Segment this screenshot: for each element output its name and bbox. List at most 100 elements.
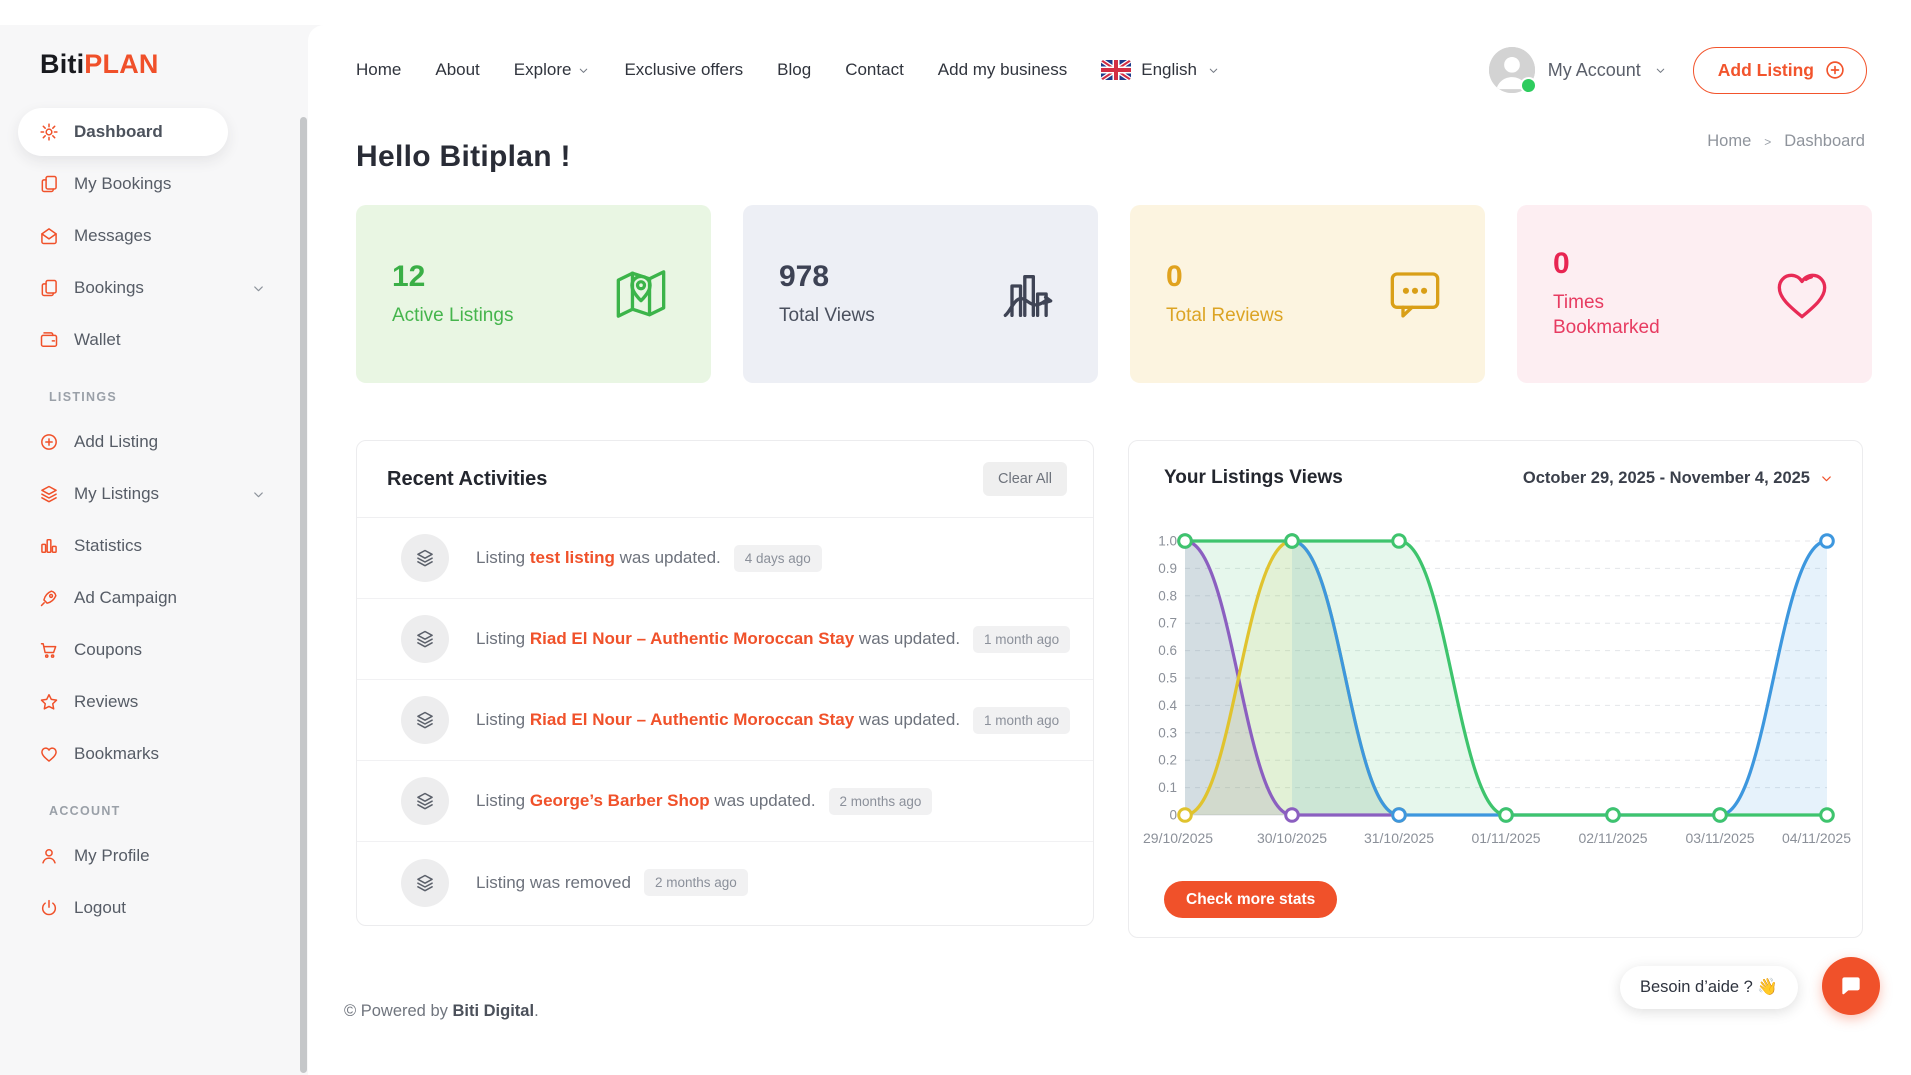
- stats-row: 12 Active Listings 978 Total Views 0 Total Re…: [356, 205, 1872, 383]
- svg-text:31/10/2025: 31/10/2025: [1364, 830, 1434, 846]
- account-label: My Account: [1547, 59, 1641, 80]
- nav-item-about[interactable]: About: [435, 60, 479, 80]
- stat-value: 0: [1166, 259, 1183, 293]
- stat-value: 978: [779, 259, 830, 293]
- activity-row: Listing was removed 2 months ago: [357, 842, 1093, 923]
- nav-item-explore[interactable]: Explore: [514, 60, 591, 80]
- cart-icon: [39, 640, 59, 660]
- date-range-selector[interactable]: October 29, 2025 - November 4, 2025: [1523, 469, 1834, 488]
- sidebar-item-bookings[interactable]: Bookings: [18, 264, 263, 312]
- map-pin-icon: [609, 262, 673, 326]
- heart-icon: [39, 744, 59, 764]
- layers-icon: [39, 484, 59, 504]
- activity-time-badge: 1 month ago: [973, 625, 1071, 653]
- stat-label: Active Listings: [392, 304, 514, 326]
- nav-items: Home About Explore Exclusive offers Blog Cont…: [356, 60, 1101, 80]
- chevron-down-icon: [1654, 64, 1667, 77]
- activity-listing-link[interactable]: Riad El Nour – Authentic Moroccan Stay: [529, 710, 855, 729]
- heart-big-icon: [1770, 262, 1834, 326]
- breadcrumb-home[interactable]: Home: [1707, 132, 1752, 150]
- sidebar: BitiPLAN Dashboard My Bookings Messages Boo…: [0, 25, 330, 1075]
- vertical-scrollbar[interactable]: [300, 117, 307, 1073]
- activity-row: Listing Riad El Nour – Authentic Morocca…: [357, 680, 1093, 761]
- activity-row: Listing test listing was updated. 4 days …: [357, 518, 1093, 599]
- nav-item-exclusive-offers[interactable]: Exclusive offers: [624, 60, 743, 80]
- svg-text:02/11/2025: 02/11/2025: [1578, 830, 1647, 846]
- sidebar-item-statistics[interactable]: Statistics: [18, 522, 228, 570]
- sidebar-item-add-listing[interactable]: Add Listing: [18, 418, 228, 466]
- add-listing-button[interactable]: Add Listing: [1692, 46, 1867, 94]
- nav-item-blog[interactable]: Blog: [777, 60, 811, 80]
- sidebar-item-label: Dashboard: [74, 122, 163, 141]
- language-selector[interactable]: English: [1101, 60, 1220, 80]
- sidebar-item-label: Reviews: [74, 692, 139, 711]
- sidebar-item-my-bookings[interactable]: My Bookings: [18, 160, 228, 208]
- activity-listing-link[interactable]: George’s Barber Shop: [529, 791, 710, 810]
- brand-primary: Biti: [40, 49, 85, 79]
- activity-type-badge: [401, 615, 449, 663]
- footer-brand[interactable]: Biti Digital: [452, 1002, 535, 1020]
- svg-text:0.6: 0.6: [1158, 643, 1177, 658]
- sidebar-item-wallet[interactable]: Wallet: [18, 316, 228, 364]
- clear-all-button[interactable]: Clear All: [983, 462, 1067, 496]
- stat-text: 0 Times Bookmarked: [1553, 247, 1703, 340]
- chevron-down-icon: [1819, 471, 1834, 486]
- star-icon: [39, 692, 59, 712]
- activity-text-suffix: was updated.: [614, 548, 721, 567]
- stat-label: Total Views: [779, 304, 875, 326]
- nav-item-label: Home: [356, 60, 402, 79]
- check-more-stats-button[interactable]: Check more stats: [1164, 881, 1338, 918]
- sidebar-item-label: Ad Campaign: [74, 588, 178, 607]
- brand-logo[interactable]: BitiPLAN: [40, 49, 330, 80]
- svg-text:0.1: 0.1: [1158, 780, 1177, 795]
- sidebar-item-my-listings[interactable]: My Listings: [18, 470, 263, 518]
- rocket-icon: [39, 588, 59, 608]
- top-navigation: Home About Explore Exclusive offers Blog Cont…: [308, 25, 1911, 115]
- sidebar-item-dashboard[interactable]: Dashboard: [18, 108, 228, 156]
- stat-label: Times Bookmarked: [1553, 292, 1660, 338]
- account-menu[interactable]: My Account: [1488, 47, 1667, 94]
- activity-type-badge: [401, 696, 449, 744]
- activity-text-suffix: was updated.: [854, 629, 961, 648]
- activity-text-prefix: Listing: [476, 548, 530, 567]
- svg-text:04/11/2025: 04/11/2025: [1782, 830, 1851, 846]
- sidebar-item-label: My Listings: [74, 484, 160, 503]
- breadcrumb-current: Dashboard: [1784, 132, 1865, 150]
- sidebar-item-reviews[interactable]: Reviews: [18, 678, 228, 726]
- sidebar-item-label: Coupons: [74, 640, 143, 659]
- avatar[interactable]: [1488, 47, 1537, 94]
- nav-item-label: Explore: [513, 60, 572, 79]
- nav-item-contact[interactable]: Contact: [845, 60, 904, 80]
- nav-item-home[interactable]: Home: [356, 60, 401, 80]
- sidebar-item-ad-campaign[interactable]: Ad Campaign: [18, 574, 228, 622]
- user-icon: [39, 846, 59, 866]
- listings-views-card: Your Listings Views October 29, 2025 - N…: [1128, 440, 1863, 938]
- date-range-label: October 29, 2025 - November 4, 2025: [1522, 468, 1810, 487]
- activity-text: Listing Riad El Nour – Authentic Morocca…: [476, 629, 960, 649]
- nav-item-label: Add my business: [937, 60, 1068, 79]
- sidebar-item-bookmarks[interactable]: Bookmarks: [18, 730, 228, 778]
- recent-activities-title: Recent Activities: [387, 467, 548, 490]
- sidebar-item-my-profile[interactable]: My Profile: [18, 832, 228, 880]
- svg-text:29/10/2025: 29/10/2025: [1143, 830, 1213, 846]
- sidebar-item-label: My Profile: [74, 846, 150, 865]
- activity-listing-link[interactable]: test listing: [529, 548, 615, 567]
- chat-tooltip: Besoin d’aide ? 👋: [1620, 966, 1798, 1009]
- sidebar-item-logout[interactable]: Logout: [18, 884, 228, 932]
- activity-row: Listing Riad El Nour – Authentic Morocca…: [357, 599, 1093, 680]
- chat-dots-icon: [1383, 262, 1447, 326]
- activity-type-badge: [401, 777, 449, 825]
- svg-text:1.0: 1.0: [1158, 534, 1177, 549]
- sidebar-item-messages[interactable]: Messages: [18, 212, 228, 260]
- chat-button[interactable]: [1822, 957, 1880, 1015]
- mail-icon: [39, 226, 59, 246]
- stat-card-total-reviews: 0 Total Reviews: [1130, 205, 1485, 383]
- nav-item-add-my-business[interactable]: Add my business: [938, 60, 1067, 80]
- stat-card-times-bookmarked: 0 Times Bookmarked: [1517, 205, 1872, 383]
- svg-text:0: 0: [1169, 808, 1177, 823]
- sidebar-section-header-account: ACCOUNT: [49, 804, 121, 818]
- activity-listing-link[interactable]: Riad El Nour – Authentic Moroccan Stay: [529, 629, 855, 648]
- plus-circle-icon: [39, 432, 59, 452]
- sidebar-item-coupons[interactable]: Coupons: [18, 626, 228, 674]
- recent-activities-header: Recent Activities Clear All: [357, 441, 1093, 518]
